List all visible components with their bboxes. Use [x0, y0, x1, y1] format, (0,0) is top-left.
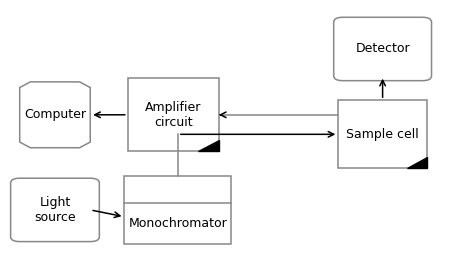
Text: Monochromator: Monochromator — [128, 217, 227, 230]
Bar — [128, 78, 219, 151]
FancyBboxPatch shape — [334, 17, 431, 81]
Polygon shape — [198, 140, 219, 151]
Text: Amplifier
circuit: Amplifier circuit — [145, 101, 201, 129]
Polygon shape — [407, 157, 427, 168]
Text: Sample cell: Sample cell — [346, 128, 419, 141]
Text: Light
source: Light source — [34, 196, 76, 224]
Bar — [124, 176, 231, 244]
Text: Computer: Computer — [24, 108, 86, 121]
FancyBboxPatch shape — [10, 178, 100, 242]
Text: Detector: Detector — [356, 42, 410, 55]
Bar — [338, 100, 427, 168]
